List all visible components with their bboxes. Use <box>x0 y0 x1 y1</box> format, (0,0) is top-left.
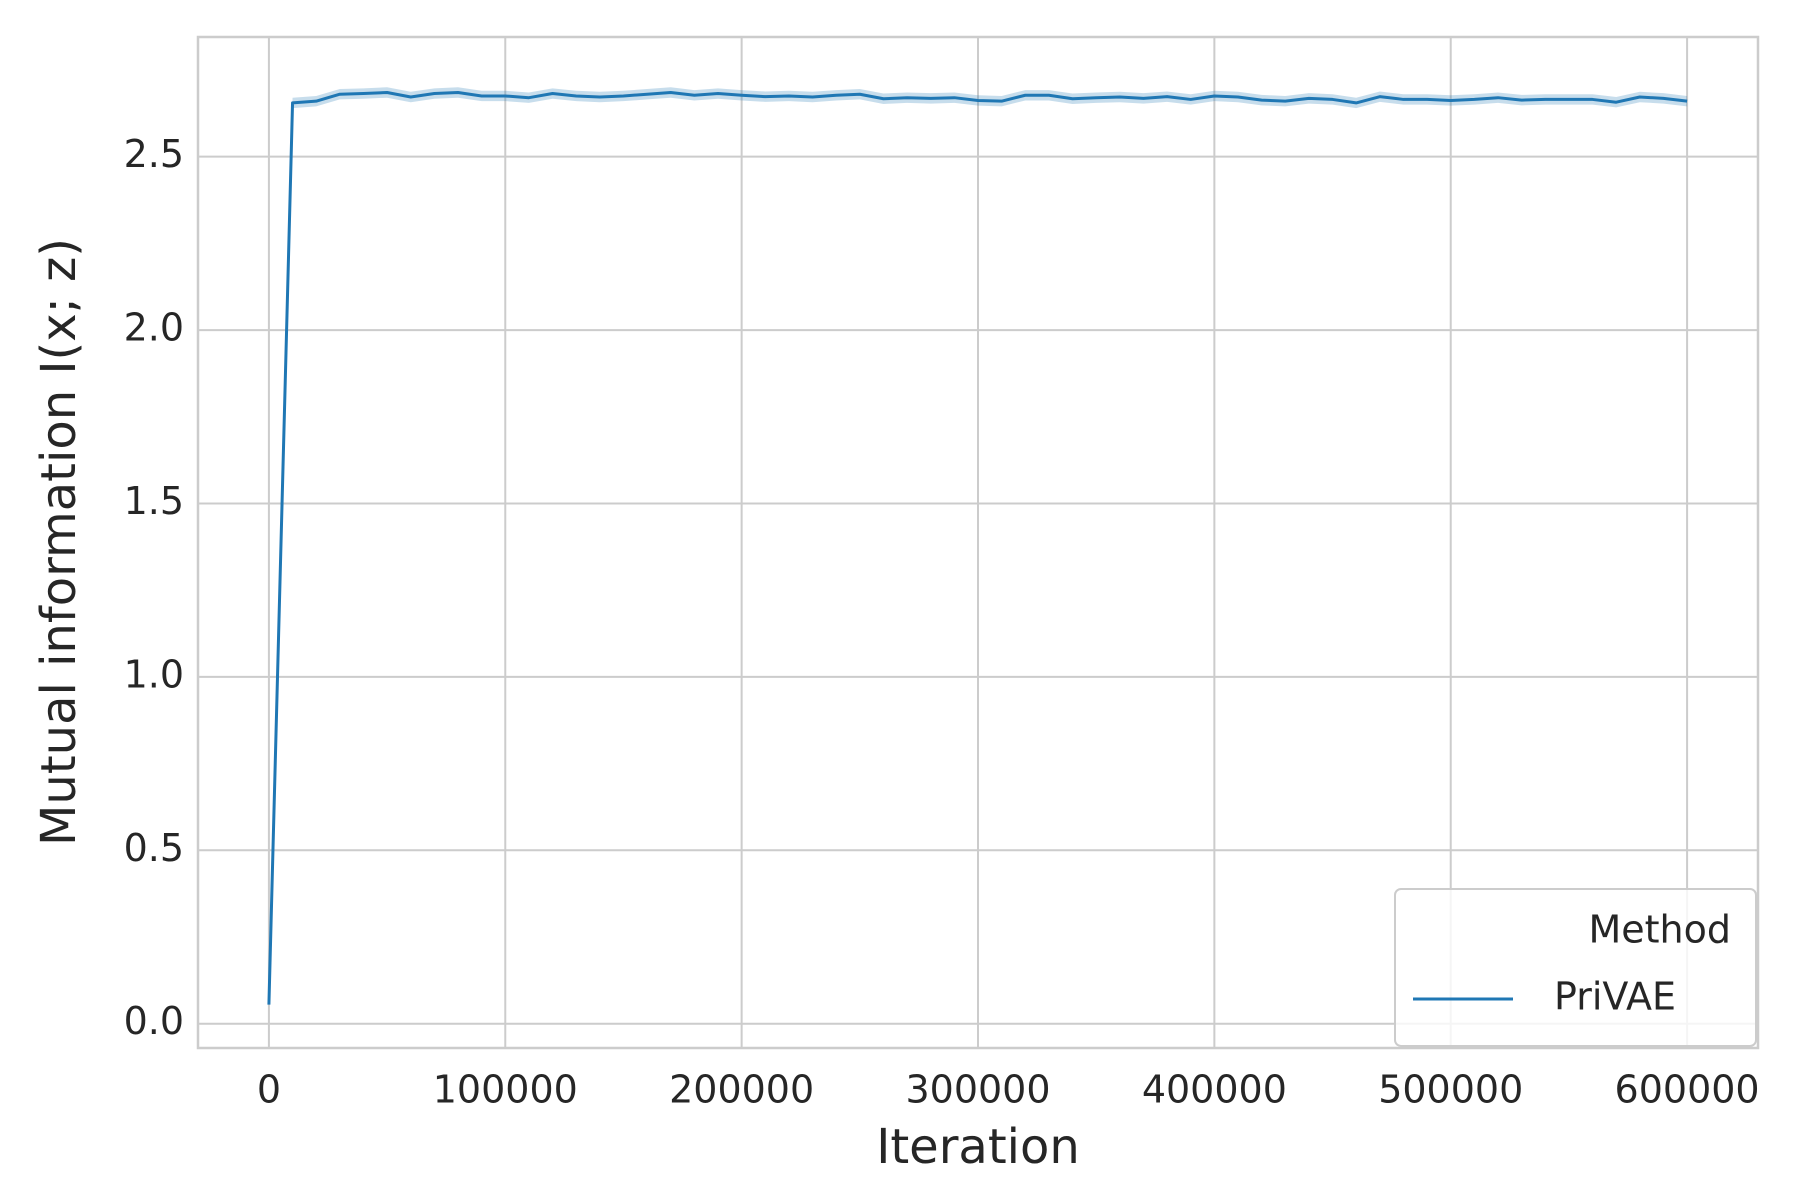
y-tick-label: 0.0 <box>124 999 184 1043</box>
data-line <box>267 90 1688 1005</box>
legend-title: Method <box>1588 908 1731 952</box>
x-tick-label: 0 <box>257 1068 281 1112</box>
y-tick-label: 1.5 <box>124 479 184 523</box>
x-tick-label: 200000 <box>669 1068 814 1112</box>
plot-frame <box>196 35 1760 1050</box>
legend-box <box>1394 888 1757 1047</box>
x-tick-label: 500000 <box>1378 1068 1523 1112</box>
legend-label: PriVAE <box>1554 975 1676 1019</box>
x-axis-label: Iteration <box>876 1119 1080 1175</box>
x-tick-label: 100000 <box>433 1068 578 1112</box>
y-axis-label: Mutual information I(x; z) <box>31 238 87 846</box>
y-tick-label: 1.0 <box>124 652 184 696</box>
x-tick-label: 300000 <box>905 1068 1050 1112</box>
y-tick-label: 2.5 <box>124 132 184 176</box>
x-tick-label: 400000 <box>1142 1068 1287 1112</box>
y-tick-label: 0.5 <box>124 826 184 870</box>
y-tick-label: 2.0 <box>124 306 184 350</box>
x-tick-label: 600000 <box>1615 1068 1760 1112</box>
